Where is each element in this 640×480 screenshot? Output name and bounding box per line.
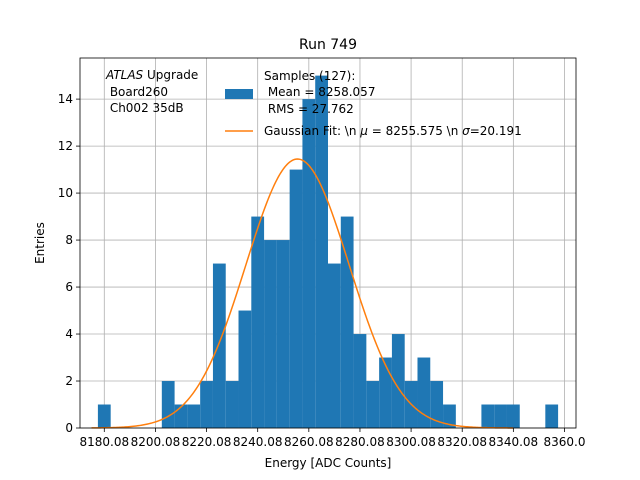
histogram-bar-13 [315,75,328,428]
legend-rms-label: RMS = 27.762 [264,102,354,116]
y-axis-label: Entries [33,222,47,264]
legend-samples-swatch [225,89,253,99]
y-tick-label-6: 12 [58,139,73,153]
y-tick-label-2: 4 [65,327,73,341]
histogram-bar-15 [340,216,354,428]
y-tick-label-5: 10 [58,186,73,200]
y-tick-label-1: 2 [65,374,73,388]
histogram-bar-12 [302,99,316,428]
gaussian-fit-curve [91,158,514,429]
histogram-bar-5 [212,263,226,428]
plot-frame [79,57,577,429]
histogram-bar-6 [225,381,239,428]
histogram-bar-19 [391,334,405,428]
histogram-bar-9 [264,240,277,428]
legend-samples-label: Samples (127): [264,69,355,83]
x-tick-label-6: 8300.08 [386,435,436,449]
histogram-bar-1 [161,381,175,428]
histogram-bar-14 [328,263,341,428]
histogram-bar-8 [251,216,265,428]
x-tick-label-3: 8240.08 [233,435,283,449]
histogram-bar-11 [289,169,303,429]
legend-fit-mid: = 8255.575 \n [368,124,462,138]
legend-fit-label: Gaussian Fit: \n μ = 8255.575 \n σ=20.19… [264,124,522,138]
legend-fit-mu-symbol: μ [359,124,368,138]
histogram-bar-23 [443,404,456,428]
histogram-bar-22 [430,381,444,428]
histogram-bar-0 [97,404,111,428]
legend-fit-suffix: =20.191 [470,124,522,138]
atlas-annotation: ATLAS Upgrade Board260 Ch002 35dB [105,68,198,115]
x-tick-label-4: 8260.08 [284,435,334,449]
board-label: Board260 [106,85,168,99]
legend-fit-prefix: Gaussian Fit: \n [264,124,360,138]
histogram-bar-10 [276,240,290,428]
histogram-bar-2 [174,404,188,428]
channel-label: Ch002 35dB [106,101,184,115]
x-tick-label-0: 8180.08 [79,435,129,449]
histogram-bar-18 [379,357,392,428]
histogram-bar-26 [506,404,520,428]
histogram-bar-27 [545,404,559,428]
legend: Samples (127): Mean = 8258.057 RMS = 27.… [225,69,522,138]
upgrade-label: Upgrade [143,68,198,82]
histogram-bar-17 [366,381,380,428]
x-axis-label: Energy [ADC Counts] [265,456,392,470]
atlas-label: ATLAS [105,68,144,82]
histogram-bar-4 [200,381,213,428]
histogram-bar-24 [481,404,495,428]
y-tick-label-0: 0 [65,421,73,435]
histogram-bars [97,75,559,429]
annotation-line-1: ATLAS Upgrade [105,68,198,82]
y-axis-ticks: 0 2 4 6 8 10 12 14 [58,92,80,435]
x-tick-label-2: 8220.08 [182,435,232,449]
histogram-bar-25 [494,404,507,428]
x-tick-label-1: 8200.08 [131,435,181,449]
legend-fit-sigma-symbol: σ [462,124,470,138]
histogram-bar-7 [238,310,252,428]
x-tick-label-8: 8340.08 [489,435,539,449]
x-tick-label-5: 8280.08 [335,435,385,449]
legend-mean-label: Mean = 8258.057 [264,85,375,99]
x-axis-ticks: 8180.08 8200.08 8220.08 8240.08 8260.08 8280.… [79,428,585,449]
y-tick-label-3: 6 [65,280,73,294]
histogram-bar-3 [187,404,201,428]
y-tick-label-7: 14 [58,92,73,106]
y-tick-label-4: 8 [65,233,73,247]
histogram-bar-21 [417,357,431,428]
x-tick-label-7: 8320.08 [437,435,487,449]
x-tick-label-9: 8360.0 [543,435,585,449]
chart-title: Run 749 [299,37,357,53]
histogram-bar-16 [353,334,367,428]
